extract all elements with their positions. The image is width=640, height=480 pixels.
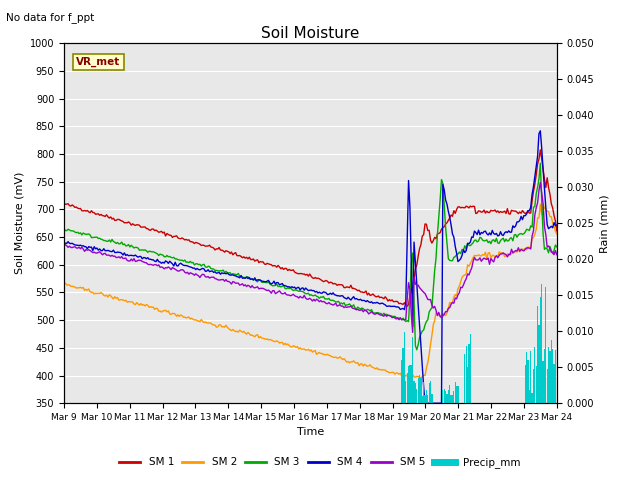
Bar	[404, 332, 405, 403]
Bar	[415, 383, 416, 403]
Bar	[541, 284, 542, 403]
Bar	[412, 336, 413, 403]
Bar	[422, 396, 423, 403]
Bar	[538, 324, 540, 403]
Bar	[445, 391, 446, 403]
Bar	[555, 350, 556, 403]
Bar	[543, 361, 544, 403]
Bar	[464, 354, 465, 403]
Bar	[530, 350, 531, 403]
Bar	[413, 381, 415, 403]
Bar	[424, 395, 426, 403]
Bar	[534, 347, 536, 403]
Bar	[536, 365, 537, 403]
Bar	[545, 287, 547, 403]
Bar	[544, 349, 545, 403]
Bar	[451, 395, 452, 403]
Y-axis label: Rain (mm): Rain (mm)	[600, 194, 610, 252]
Bar	[408, 366, 409, 403]
Bar	[550, 340, 552, 403]
X-axis label: Time: Time	[297, 428, 324, 437]
Text: VR_met: VR_met	[76, 57, 120, 67]
Bar	[403, 348, 404, 403]
Bar	[406, 373, 408, 403]
Bar	[446, 394, 447, 403]
Bar	[526, 352, 527, 403]
Bar	[452, 395, 453, 403]
Bar	[549, 351, 550, 403]
Bar	[554, 364, 555, 403]
Bar	[449, 385, 451, 403]
Bar	[456, 386, 457, 403]
Bar	[442, 390, 444, 403]
Bar	[529, 390, 530, 403]
Bar	[444, 389, 445, 403]
Bar	[430, 381, 431, 403]
Bar	[548, 347, 549, 403]
Bar	[401, 360, 403, 403]
Y-axis label: Soil Moisture (mV): Soil Moisture (mV)	[14, 172, 24, 275]
Bar	[470, 335, 471, 403]
Bar	[531, 393, 532, 403]
Bar	[467, 367, 468, 403]
Bar	[525, 365, 526, 403]
Title: Soil Moisture: Soil Moisture	[261, 25, 360, 41]
Bar	[468, 344, 470, 403]
Bar	[547, 369, 548, 403]
Bar	[458, 386, 459, 403]
Bar	[465, 346, 467, 403]
Bar	[448, 390, 449, 403]
Bar	[533, 369, 534, 403]
Bar	[453, 391, 454, 403]
Bar	[431, 394, 433, 403]
Bar	[417, 378, 419, 403]
Bar	[527, 360, 529, 403]
Bar	[454, 383, 456, 403]
Bar	[411, 365, 412, 403]
Text: No data for f_ppt: No data for f_ppt	[6, 12, 95, 23]
Bar	[420, 378, 422, 403]
Bar	[540, 297, 541, 403]
Bar	[405, 381, 406, 403]
Bar	[423, 382, 424, 403]
Bar	[416, 389, 417, 403]
Legend: SM 1, SM 2, SM 3, SM 4, SM 5, Precip_mm: SM 1, SM 2, SM 3, SM 4, SM 5, Precip_mm	[115, 453, 525, 472]
Bar	[426, 390, 427, 403]
Bar	[427, 395, 428, 403]
Bar	[552, 349, 554, 403]
Bar	[419, 375, 420, 403]
Bar	[537, 306, 538, 403]
